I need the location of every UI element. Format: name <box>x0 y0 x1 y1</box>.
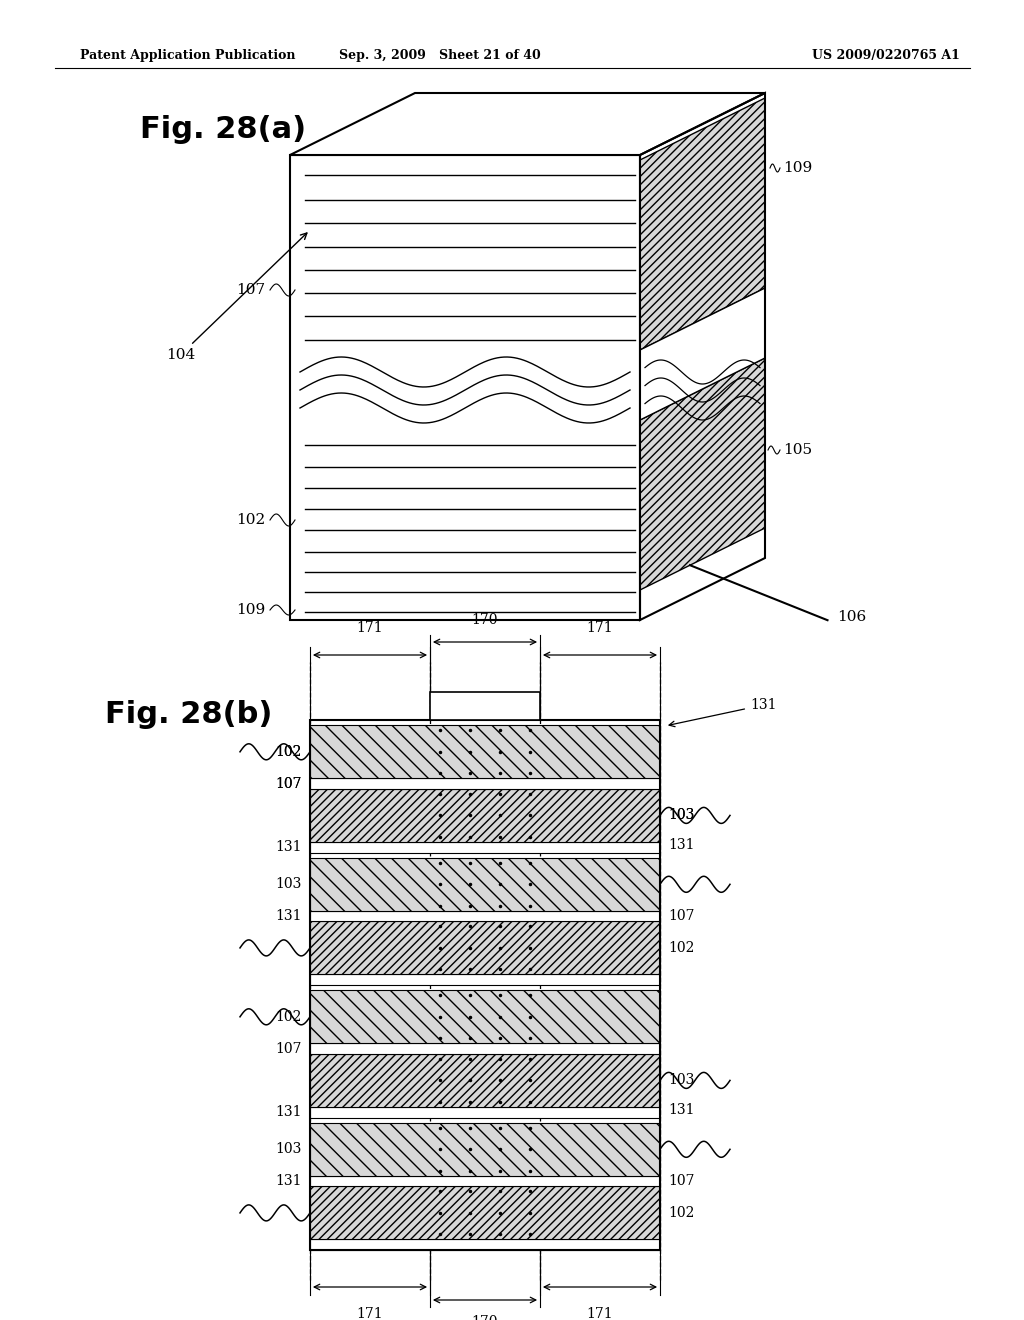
Text: 102: 102 <box>275 1010 302 1024</box>
Polygon shape <box>310 725 660 779</box>
Text: 131: 131 <box>275 841 302 854</box>
Polygon shape <box>640 358 765 590</box>
Polygon shape <box>310 1239 660 1250</box>
Polygon shape <box>310 921 660 974</box>
Text: 106: 106 <box>838 610 866 624</box>
Text: Patent Application Publication: Patent Application Publication <box>80 49 296 62</box>
Text: 102: 102 <box>275 744 302 759</box>
Text: 109: 109 <box>236 603 265 616</box>
Polygon shape <box>640 98 765 350</box>
Polygon shape <box>310 779 660 789</box>
Text: 171: 171 <box>356 620 383 635</box>
Text: 171: 171 <box>587 620 613 635</box>
Text: 102: 102 <box>236 513 265 527</box>
Text: 104: 104 <box>166 234 307 362</box>
Text: 107: 107 <box>275 776 302 791</box>
Text: 131: 131 <box>275 1105 302 1119</box>
Text: 107: 107 <box>275 776 302 791</box>
Polygon shape <box>310 911 660 921</box>
Polygon shape <box>290 92 765 154</box>
Text: 107: 107 <box>275 1041 302 1056</box>
Text: US 2009/0220765 A1: US 2009/0220765 A1 <box>812 49 961 62</box>
Text: 103: 103 <box>668 808 694 822</box>
Text: 105: 105 <box>783 444 812 457</box>
Polygon shape <box>640 288 765 420</box>
Text: 131: 131 <box>668 838 694 853</box>
Text: 170: 170 <box>472 1315 499 1320</box>
Text: 107: 107 <box>668 909 694 923</box>
Polygon shape <box>310 990 660 1043</box>
Polygon shape <box>310 974 660 985</box>
Polygon shape <box>310 1107 660 1118</box>
Text: 131: 131 <box>668 1104 694 1117</box>
Text: Fig. 28(b): Fig. 28(b) <box>105 700 272 729</box>
Text: 103: 103 <box>668 1073 694 1088</box>
Text: 170: 170 <box>472 612 499 627</box>
Text: 171: 171 <box>587 1307 613 1320</box>
Polygon shape <box>310 1123 660 1176</box>
Text: 107: 107 <box>236 282 265 297</box>
Text: 103: 103 <box>275 1142 302 1156</box>
Polygon shape <box>310 789 660 842</box>
Text: 102: 102 <box>275 744 302 759</box>
Text: 109: 109 <box>783 161 812 176</box>
Polygon shape <box>430 692 540 719</box>
Polygon shape <box>310 1053 660 1107</box>
Text: 103: 103 <box>668 808 694 822</box>
Text: 102: 102 <box>668 1206 694 1220</box>
Text: 131: 131 <box>275 1173 302 1188</box>
Text: Sep. 3, 2009   Sheet 21 of 40: Sep. 3, 2009 Sheet 21 of 40 <box>339 49 541 62</box>
Text: 107: 107 <box>668 1173 694 1188</box>
Text: Fig. 28(a): Fig. 28(a) <box>140 115 306 144</box>
Polygon shape <box>310 1176 660 1187</box>
Text: 103: 103 <box>275 878 302 891</box>
Text: 171: 171 <box>356 1307 383 1320</box>
Polygon shape <box>310 858 660 911</box>
Text: 131: 131 <box>669 698 776 727</box>
Polygon shape <box>310 842 660 853</box>
Polygon shape <box>310 1187 660 1239</box>
Polygon shape <box>310 1043 660 1053</box>
Polygon shape <box>290 154 640 620</box>
Text: 102: 102 <box>668 941 694 954</box>
Text: 131: 131 <box>275 909 302 923</box>
